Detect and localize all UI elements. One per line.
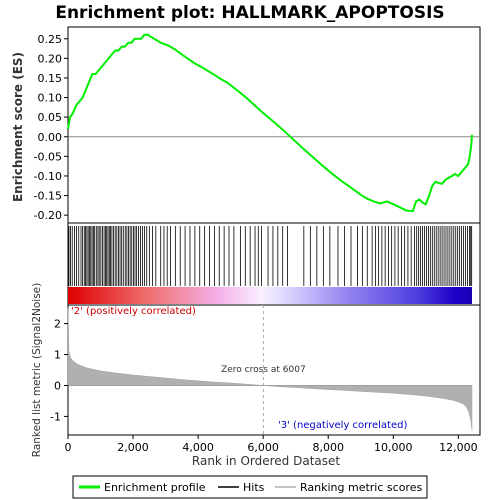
negative-correlation-label: '3' (negatively correlated) bbox=[278, 420, 407, 431]
metric-y-tick-label: 2 bbox=[54, 318, 61, 331]
metric-y-tick-label: -1 bbox=[50, 410, 61, 423]
chart-title: Enrichment plot: HALLMARK_APOPTOSIS bbox=[55, 3, 444, 23]
legend-label-hits: Hits bbox=[243, 481, 265, 494]
x-tick-label: 6,000 bbox=[247, 441, 279, 454]
x-tick-label: 4,000 bbox=[182, 441, 214, 454]
metric-y-axis: -1 0 1 2 bbox=[50, 318, 68, 423]
rank-color-bar bbox=[68, 287, 472, 304]
legend-entry-enrichment-profile: Enrichment profile bbox=[79, 481, 206, 494]
legend-label-profile: Enrichment profile bbox=[104, 481, 206, 494]
legend-label-metric: Ranking metric scores bbox=[300, 481, 422, 494]
enrichment-profile-line bbox=[67, 33, 473, 213]
legend-entry-hits: Hits bbox=[218, 481, 265, 494]
positive-correlation-label: '2' (positively correlated) bbox=[71, 306, 196, 317]
es-y-tick-label: -0.05 bbox=[34, 150, 62, 163]
es-plot-frame bbox=[67, 26, 481, 224]
metric-y-tick-label: 0 bbox=[54, 379, 61, 392]
es-y-tick-label: 0.20 bbox=[38, 52, 63, 65]
x-tick-label: 2,000 bbox=[117, 441, 149, 454]
legend-entry-ranking-metric: Ranking metric scores bbox=[275, 481, 422, 494]
metric-plot-frame bbox=[67, 304, 481, 436]
es-y-tick-label: 0.25 bbox=[38, 33, 63, 46]
x-axis-label: Rank in Ordered Dataset bbox=[192, 454, 340, 468]
metric-y-tick-label: 1 bbox=[54, 349, 61, 362]
x-tick-label: 8,000 bbox=[312, 441, 344, 454]
es-y-tick-label: 0.05 bbox=[38, 111, 63, 124]
es-y-axis-label: Enrichment score (ES) bbox=[11, 52, 25, 202]
es-y-axis: -0.20 -0.15 -0.10 -0.05 0.00 0.05 0.10 0.15 0.20… bbox=[34, 33, 68, 222]
es-y-tick-label: 0.15 bbox=[38, 72, 63, 85]
es-y-tick-label: -0.10 bbox=[34, 170, 62, 183]
es-y-tick-label: 0.10 bbox=[38, 92, 63, 105]
es-y-tick-label: -0.20 bbox=[34, 209, 62, 222]
es-y-tick-label: -0.15 bbox=[34, 190, 62, 203]
x-tick-label: 10,000 bbox=[374, 441, 413, 454]
legend-box bbox=[72, 475, 428, 499]
x-tick-label: 12,000 bbox=[439, 441, 478, 454]
hits-panel bbox=[68, 226, 473, 286]
metric-x-axis: 0 2,000 4,000 6,000 8,000 10,000 12,000 bbox=[65, 435, 478, 454]
x-tick-label: 0 bbox=[65, 441, 72, 454]
es-y-tick-label: 0.00 bbox=[38, 131, 63, 144]
metric-y-axis-label: Ranked list metric (Signal2Noise) bbox=[31, 283, 43, 458]
ranking-metric-area bbox=[67, 308, 473, 431]
zero-cross-label: Zero cross at 6007 bbox=[221, 365, 306, 375]
